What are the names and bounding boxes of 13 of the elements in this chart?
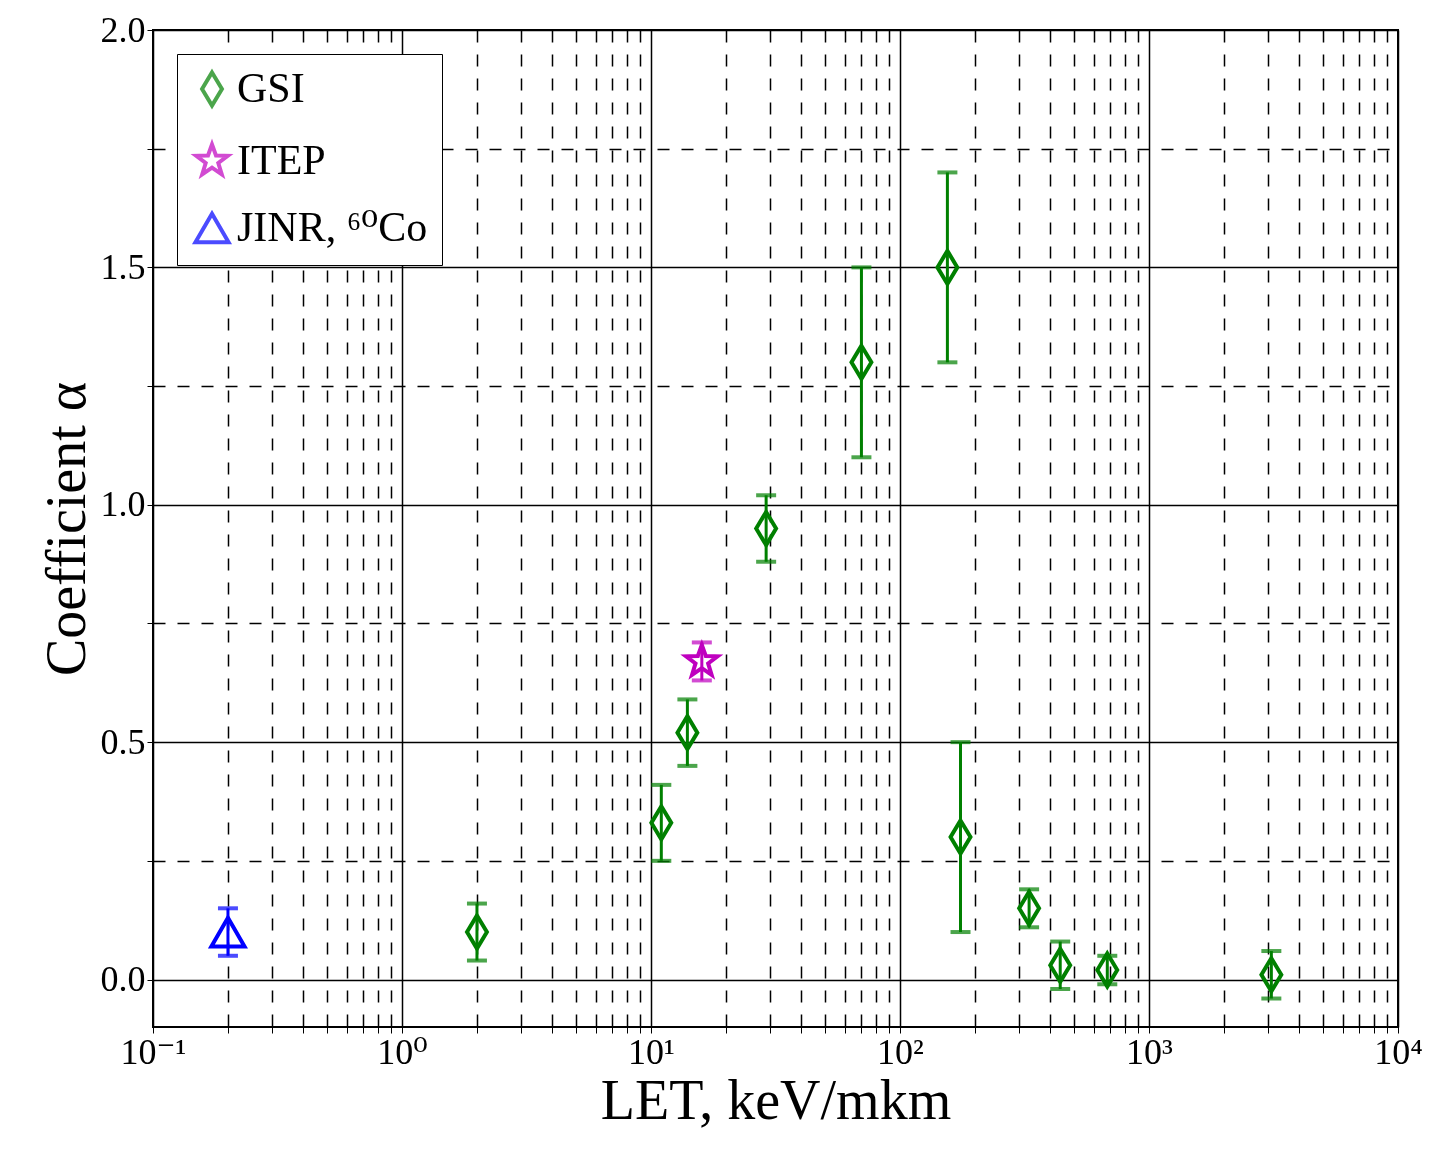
y-tick-label: 0.5	[100, 721, 146, 762]
x-tick-label: 10⁴	[1374, 1031, 1423, 1072]
y-tick-label: 1.0	[100, 484, 146, 525]
y-tick-label: 1.5	[100, 246, 146, 287]
x-tick-label: 10³	[1126, 1031, 1174, 1072]
legend-label: JINR, ⁶⁰Co	[237, 204, 428, 250]
y-tick-label: 2.0	[100, 9, 146, 50]
legend-label: ITEP	[237, 137, 326, 183]
legend-label: GSI	[237, 65, 305, 111]
y-axis-title: Coefficient α	[34, 381, 97, 677]
x-tick-label: 10⁻¹	[120, 1031, 187, 1072]
x-tick-label: 10⁰	[377, 1031, 428, 1072]
y-tick-label: 0.0	[100, 959, 146, 1000]
